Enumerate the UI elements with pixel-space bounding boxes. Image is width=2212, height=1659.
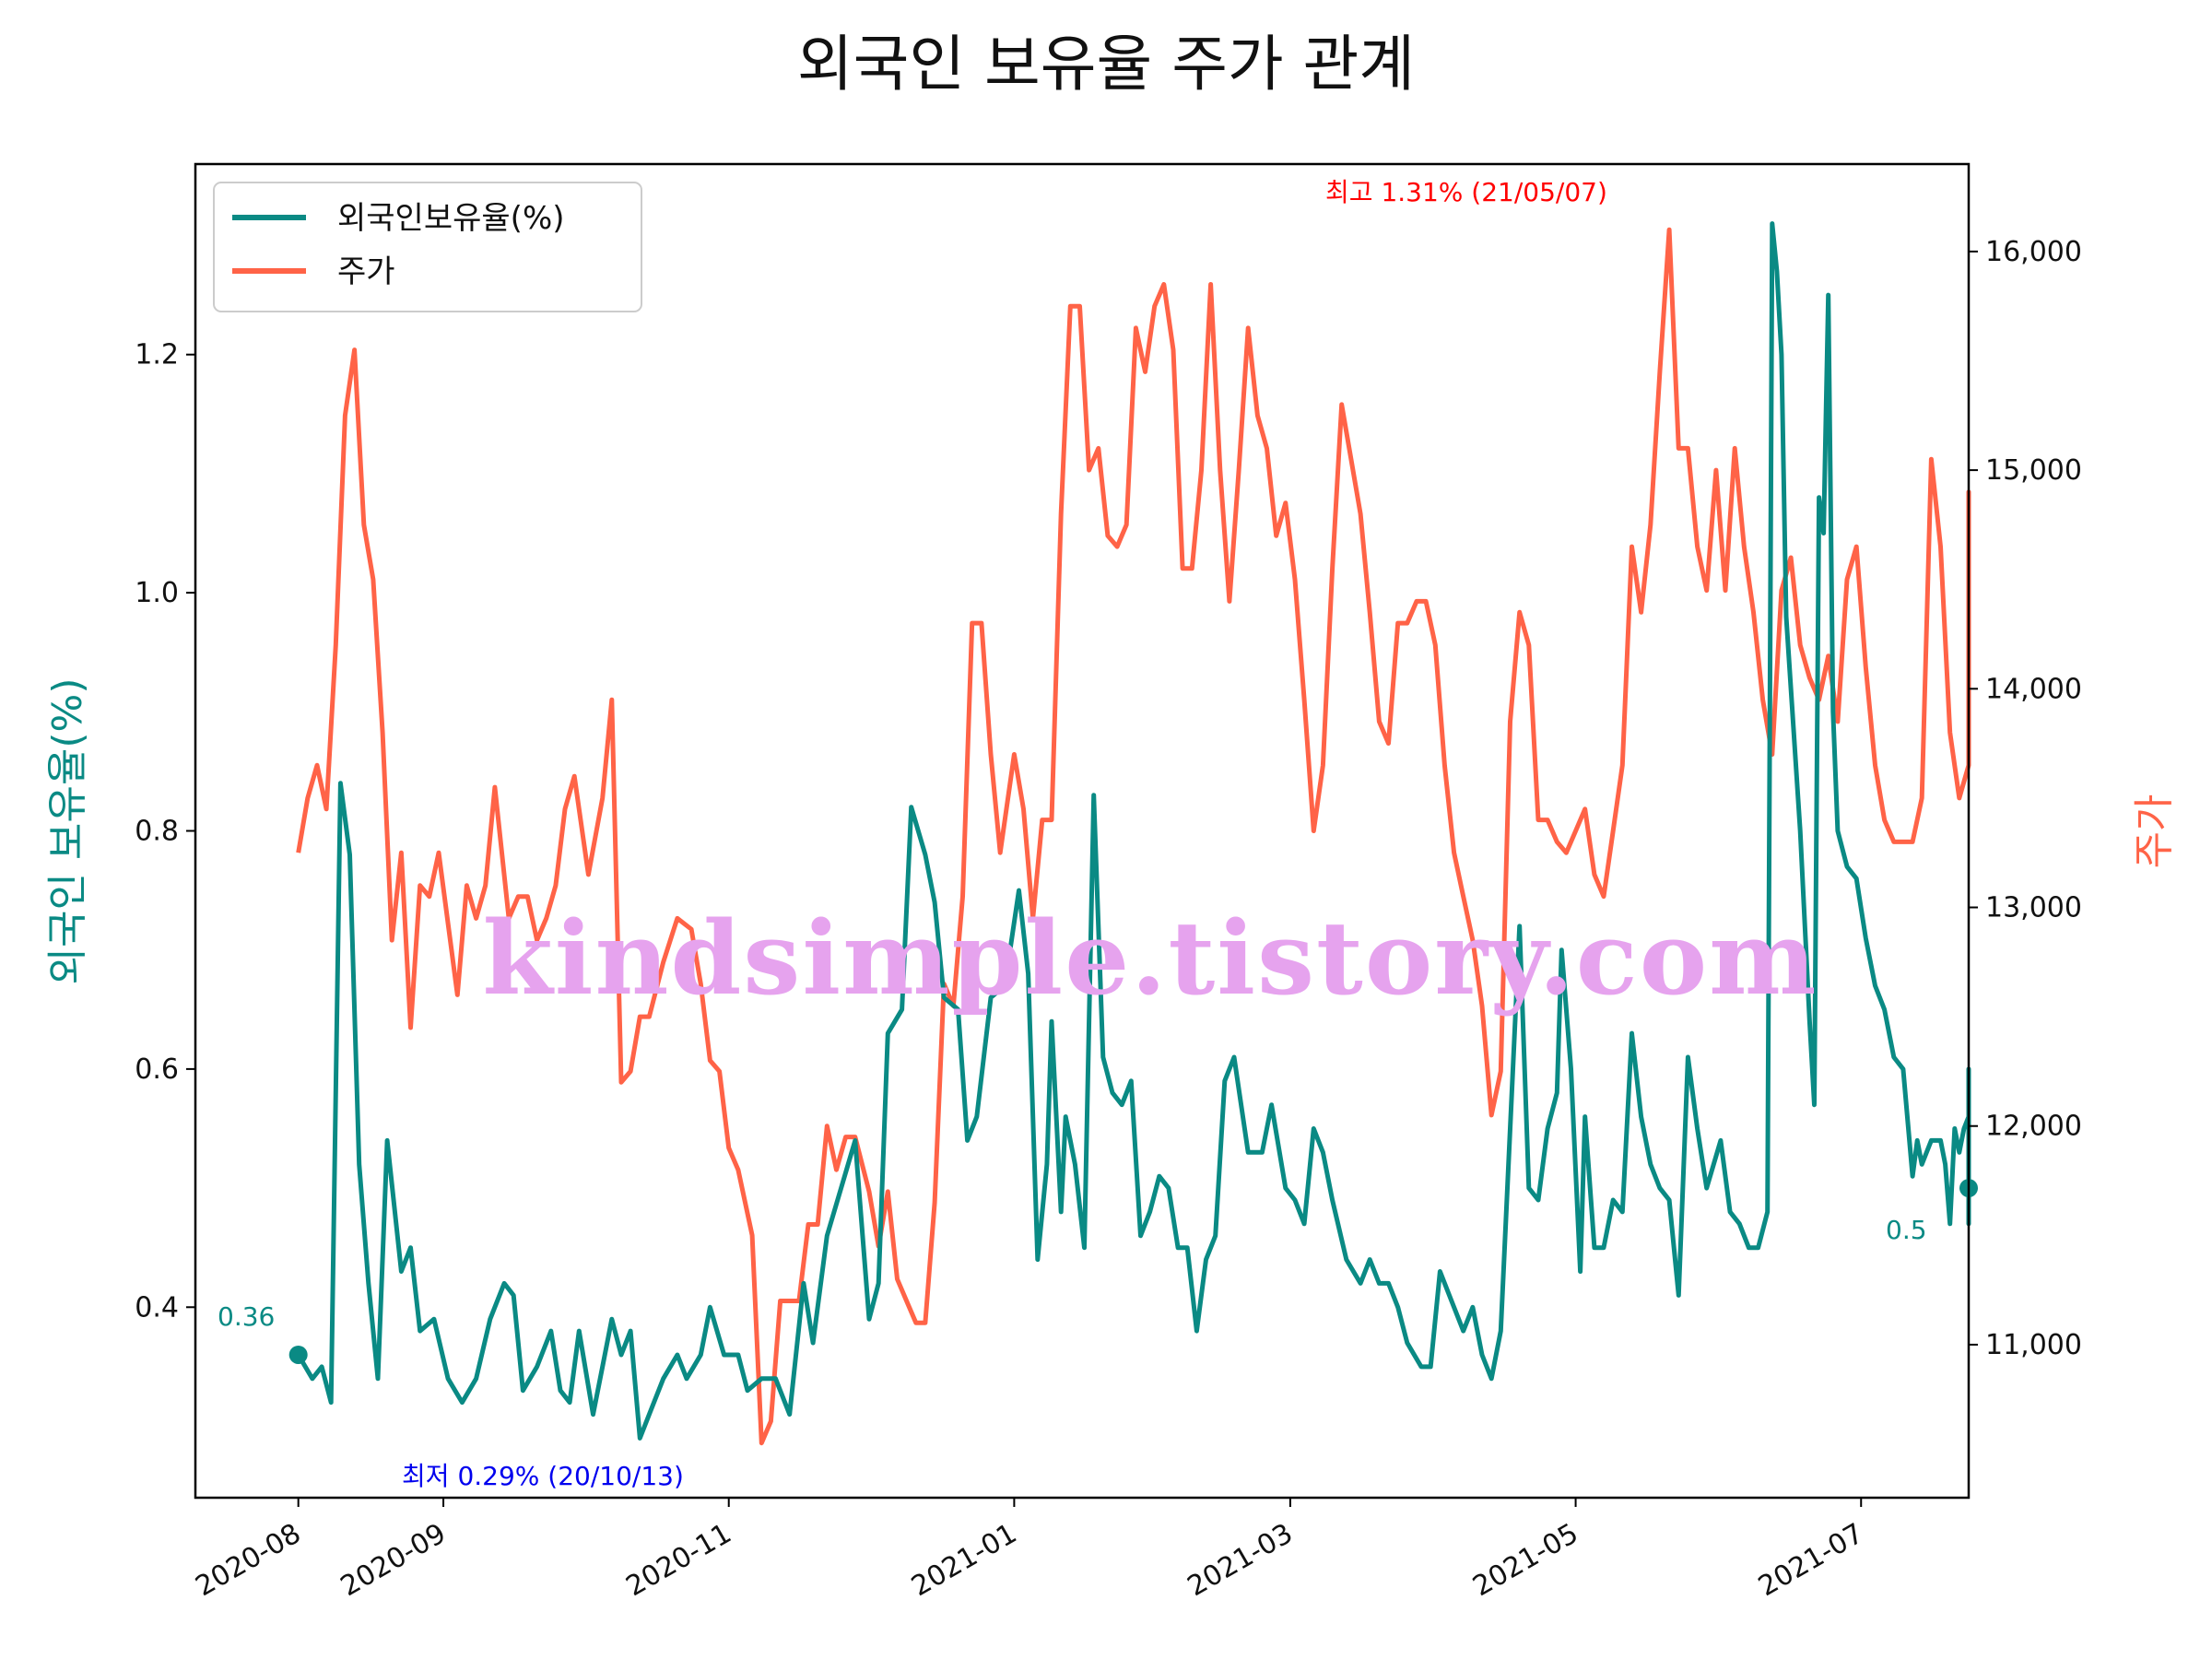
y-right-tick-label: 16,000 [1985,236,2082,268]
y-right-tick-label: 15,000 [1985,454,2082,487]
legend-label-holding: 외국인보유율(%) [337,200,565,237]
chart-title: 외국인 보유율 주가 관계 [797,29,1415,100]
y-left-tick-label: 0.6 [135,1053,179,1086]
min-annotation: 최저 0.29% (20/10/13) [402,1461,684,1491]
min-annotation-value: 0.29% (20/10/13) [457,1461,683,1491]
max-annotation-prefix: 최고 [1325,177,1373,207]
legend-label-price: 주가 [337,253,395,290]
legend-box [213,182,642,312]
y-axis-left-label: 외국인 보유율(%) [44,677,91,984]
y-left-tick-label: 1.2 [135,339,179,371]
max-annotation: 최고 1.31% (21/05/07) [1325,177,1607,207]
start-marker-dot [288,1345,308,1364]
y-left-tick-label: 0.4 [135,1291,179,1324]
y-left-tick-label: 1.0 [135,577,179,609]
watermark-text: kindsimple.tistory.com [483,899,1818,1018]
min-annotation-prefix: 최저 [402,1461,450,1491]
series-layer [288,221,1978,1446]
y-right-tick-label: 12,000 [1985,1111,2082,1143]
y-right-tick-label: 13,000 [1985,892,2082,924]
end-marker-label: 0.5 [1886,1215,1927,1245]
max-annotation-value: 1.31% (21/05/07) [1381,177,1606,207]
legend: 외국인보유율(%) 주가 [213,182,642,312]
y-right-tick-label: 11,000 [1985,1329,2082,1361]
y-left-tick-label: 0.8 [135,816,179,848]
y-axis-right-label: 주가 [2131,794,2178,869]
y-right-tick-label: 14,000 [1985,673,2082,705]
start-marker-label: 0.36 [218,1301,275,1332]
series-line-holding [296,221,1971,1441]
